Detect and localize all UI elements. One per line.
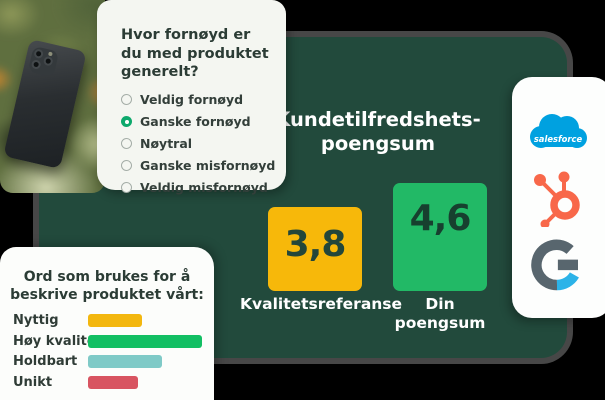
- words-chart-title: Ord som brukes for å beskrive produktet …: [10, 269, 204, 304]
- g-logo-icon: [524, 231, 590, 297]
- hubspot-logo-icon: [524, 165, 590, 231]
- bar-row-hoy-kvalitet: Høy kvalitet: [0, 334, 214, 349]
- survey-option-ganske-fornoyd[interactable]: Ganske fornøyd: [121, 114, 268, 129]
- bar-row-nyttig: Nyttig: [0, 313, 214, 328]
- radio-icon[interactable]: [121, 138, 132, 150]
- radio-icon[interactable]: [121, 94, 132, 106]
- words-bars: Nyttig Høy kvalitet Holdbart Unikt: [0, 313, 214, 390]
- benchmark-score-box: 3,8: [268, 207, 362, 291]
- benchmark-score-value: 3,8: [284, 224, 347, 265]
- bar-hoy-kvalitet: [88, 334, 202, 348]
- score-panel-title-line1: Kundetilfredshets-: [275, 108, 481, 131]
- survey-question: Hvor fornøyd er du med produktet generel…: [121, 27, 269, 81]
- words-chart-card: Ord som brukes for å beskrive produktet …: [0, 247, 214, 400]
- your-score-box: 4,6: [393, 183, 487, 291]
- your-score-value: 4,6: [409, 198, 472, 239]
- survey-card: Hvor fornøyd er du med produktet generel…: [97, 0, 286, 195]
- salesforce-logo-icon: salesforce: [524, 99, 590, 165]
- bar-nyttig: [88, 314, 142, 328]
- survey-option-noytral[interactable]: Nøytral: [121, 136, 268, 151]
- survey-option-veldig-fornoyd[interactable]: Veldig fornøyd: [121, 92, 268, 107]
- svg-text:salesforce: salesforce: [534, 134, 583, 144]
- bar-row-unikt: Unikt: [0, 375, 214, 390]
- radio-selected-icon[interactable]: [121, 116, 132, 128]
- radio-icon[interactable]: [121, 182, 132, 194]
- benchmark-score-label: Kvalitetsreferanse: [240, 295, 403, 313]
- product-photo: [0, 0, 105, 193]
- survey-options: Veldig fornøyd Ganske fornøyd Nøytral Ga…: [121, 92, 275, 195]
- your-score-label: Din poengsum: [394, 295, 486, 333]
- bar-holdbart: [88, 355, 162, 369]
- score-panel-title: Kundetilfredshets- poengsum: [256, 108, 500, 156]
- score-panel-title-line2: poengsum: [320, 131, 436, 155]
- camera-module: [27, 45, 60, 78]
- radio-icon[interactable]: [121, 160, 132, 172]
- survey-option-veldig-misfornoyd[interactable]: Veldig misfornøyd: [121, 180, 268, 195]
- review-platforms-card: salesforce: [512, 77, 605, 318]
- bar-row-holdbart: Holdbart: [0, 354, 214, 369]
- survey-option-ganske-misfornoyd[interactable]: Ganske misfornøyd: [121, 158, 275, 173]
- bar-unikt: [88, 375, 138, 389]
